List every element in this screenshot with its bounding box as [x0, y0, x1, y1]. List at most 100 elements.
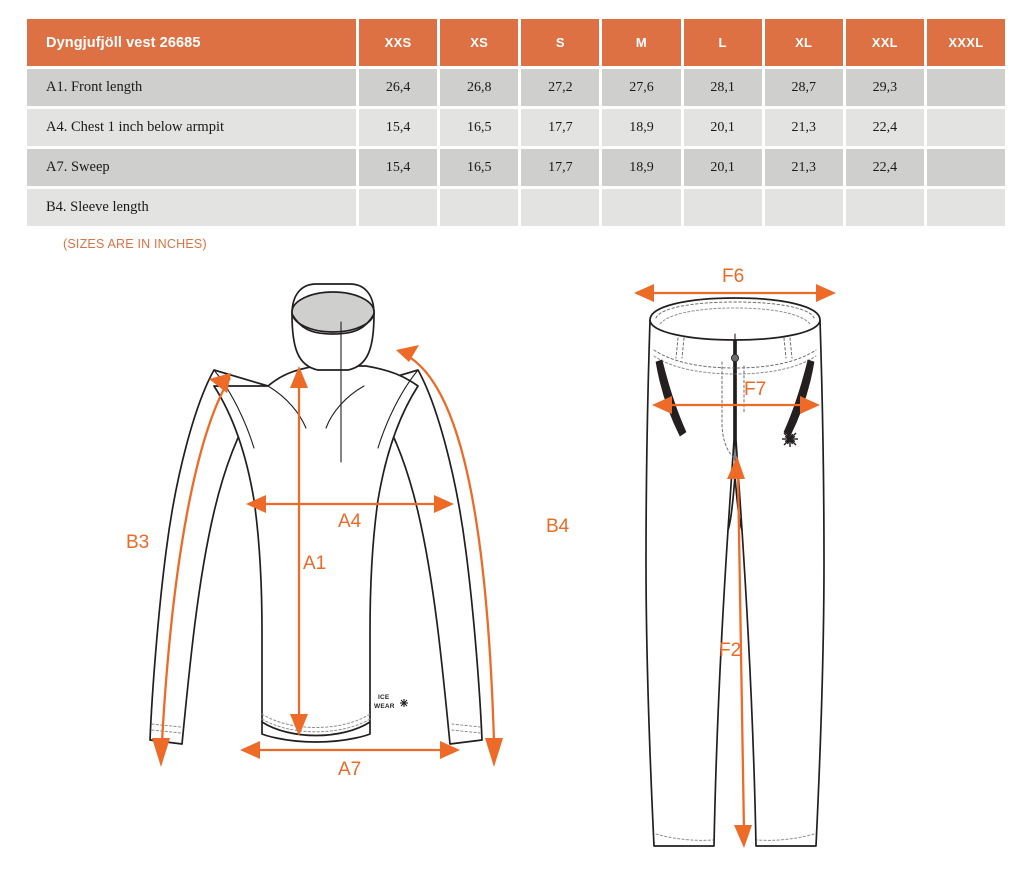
dimension-f6-arrowhead-left	[634, 284, 654, 302]
measurement-value: 20,1	[683, 149, 762, 186]
table-row: A7. Sweep 15,4 16,5 17,7 18,9 20,1 21,3 …	[27, 149, 1005, 186]
measurement-value: 21,3	[764, 109, 843, 146]
dimension-a7-arrowhead-right	[440, 741, 460, 759]
measurement-value	[926, 149, 1005, 186]
shoulder-seam-right	[377, 369, 419, 449]
measurement-value: 27,6	[602, 69, 681, 106]
brand-logo-line2: WEAR	[374, 703, 395, 710]
cuff-stitch-right	[451, 723, 481, 728]
measurement-value	[683, 189, 762, 226]
measurement-value	[602, 189, 681, 226]
collar-front-edge	[291, 313, 375, 335]
dimension-f7-label: F7	[744, 379, 766, 400]
dimension-f2-arrowhead-bottom	[734, 825, 752, 848]
collar-opening	[291, 291, 375, 333]
dimension-b3: B3	[126, 373, 231, 767]
brand-logo: ICE WEAR	[374, 694, 408, 710]
cuff-stitch-left	[151, 723, 182, 728]
waistband	[649, 297, 821, 341]
dimension-a1-label: A1	[303, 553, 326, 574]
measurement-value	[440, 189, 519, 226]
measurement-value: 26,4	[359, 69, 438, 106]
size-column-header-l: L	[683, 19, 762, 66]
measurement-value: 18,9	[602, 109, 681, 146]
dimension-f2: F2	[719, 456, 752, 848]
sleeve-left	[149, 369, 269, 745]
garment-diagrams: ICE WEAR B3	[0, 262, 1031, 882]
dimension-b3-label: B3	[126, 532, 149, 553]
measurement-value	[926, 189, 1005, 226]
size-chart-table-container: Dyngjufjöll vest 26685 XXS XS S M L XL X…	[24, 16, 1008, 229]
dimension-b4-arrowhead-top	[396, 345, 419, 362]
measurement-label: B4. Sleeve length	[27, 189, 356, 226]
size-column-header-xl: XL	[764, 19, 843, 66]
brand-logo-line1: ICE	[378, 694, 390, 701]
measurement-value: 16,5	[440, 149, 519, 186]
size-column-header-s: S	[521, 19, 600, 66]
dimension-f6: F6	[634, 266, 836, 302]
dimension-b3-line	[160, 377, 231, 743]
hem-stitch	[261, 713, 371, 728]
dimension-a1-arrowhead-top	[290, 366, 308, 388]
dimension-a4-arrowhead-left	[246, 495, 266, 513]
units-note: (SIZES ARE IN INCHES)	[63, 237, 207, 251]
table-title-cell: Dyngjufjöll vest 26685	[27, 19, 356, 66]
dimension-f2-arrowhead-top	[727, 456, 745, 479]
measurement-value: 17,7	[521, 149, 600, 186]
dimension-f7: F7	[652, 379, 820, 414]
belt-loop-right	[789, 337, 793, 359]
shoulder-seam-left	[267, 385, 307, 429]
dimension-b4-arrowhead-bottom	[485, 738, 503, 767]
measurement-value: 26,8	[440, 69, 519, 106]
waistband-inner-stitch	[659, 307, 811, 325]
belt-loop-left-2	[681, 337, 685, 359]
measurement-value	[764, 189, 843, 226]
size-column-header-xxl: XXL	[845, 19, 924, 66]
dimension-a7-label: A7	[338, 759, 361, 780]
dimension-a4: A4	[246, 495, 454, 532]
crotch-point-left	[727, 475, 736, 531]
table-row: B4. Sleeve length	[27, 189, 1005, 226]
dimension-a4-arrowhead-right	[434, 495, 454, 513]
snowflake-icon	[400, 699, 408, 707]
measurement-value	[926, 69, 1005, 106]
table-header-row: Dyngjufjöll vest 26685 XXS XS S M L XL X…	[27, 19, 1005, 66]
table-body: A1. Front length 26,4 26,8 27,2 27,6 28,…	[27, 69, 1005, 226]
hem-stitch-2	[261, 718, 371, 733]
dimension-f7-arrowhead-left	[652, 396, 672, 414]
measurement-value: 22,4	[845, 149, 924, 186]
snowflake-badge-icon	[782, 431, 798, 447]
measurement-value	[359, 189, 438, 226]
measurement-value	[845, 189, 924, 226]
measurement-label: A4. Chest 1 inch below armpit	[27, 109, 356, 146]
measurement-value: 28,7	[764, 69, 843, 106]
cuff-stitch-left-2	[151, 729, 182, 734]
dimension-b3-arrowhead-bottom	[152, 738, 170, 767]
hem-stitch-right-leg	[756, 833, 815, 841]
size-column-header-xxxl: XXXL	[926, 19, 1005, 66]
measurement-value: 28,1	[683, 69, 762, 106]
dimension-a7: A7	[240, 741, 460, 780]
dimension-f2-label: F2	[719, 640, 741, 661]
measurement-value: 15,4	[359, 149, 438, 186]
measurement-value	[926, 109, 1005, 146]
measurement-value: 17,7	[521, 109, 600, 146]
size-column-header-xxs: XXS	[359, 19, 438, 66]
dimension-b4: B4	[396, 345, 570, 767]
table-header: Dyngjufjöll vest 26685 XXS XS S M L XL X…	[27, 19, 1005, 66]
dimension-f7-arrowhead-right	[800, 396, 820, 414]
table-row: A4. Chest 1 inch below armpit 15,4 16,5 …	[27, 109, 1005, 146]
size-column-header-m: M	[602, 19, 681, 66]
dimension-a1: A1	[290, 366, 326, 736]
measurement-value	[521, 189, 600, 226]
measurement-value: 21,3	[764, 149, 843, 186]
measurement-value: 16,5	[440, 109, 519, 146]
pants-diagram: F6 F7 F2	[634, 266, 836, 848]
cuff-stitch-right-2	[451, 729, 481, 734]
measurement-value: 22,4	[845, 109, 924, 146]
belt-loop-left	[675, 337, 679, 359]
dimension-a7-arrowhead-left	[240, 741, 260, 759]
pants-leg-left	[645, 319, 735, 847]
pullover-diagram: ICE WEAR B3	[126, 283, 570, 780]
dimension-b3-arrowhead-top	[209, 373, 231, 393]
